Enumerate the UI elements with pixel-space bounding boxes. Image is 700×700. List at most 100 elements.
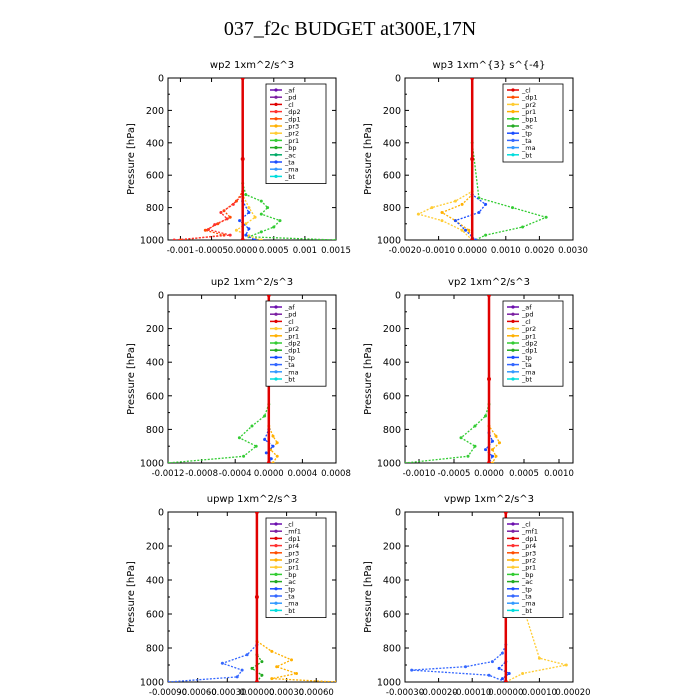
data-point [247, 206, 251, 210]
data-point [494, 434, 498, 438]
series-line [411, 512, 507, 682]
legend-label: _bt [284, 607, 295, 615]
y-tick-label: 600 [383, 171, 401, 182]
legend-label: _dp1 [521, 535, 538, 543]
y-tick-label: 200 [383, 106, 401, 117]
legend-marker [511, 594, 515, 598]
data-point [430, 206, 434, 210]
legend-marker [511, 377, 515, 381]
data-point [244, 193, 248, 197]
legend-label: _pr4 [521, 542, 536, 550]
y-tick-label: 600 [383, 610, 401, 621]
data-point [225, 217, 229, 221]
chart-panel-2: wp3 1xm^{3} s^{-4}02004006008001000-0.00… [363, 60, 588, 256]
legend-marker [511, 363, 515, 367]
legend-marker [274, 529, 278, 533]
x-tick-label: 0.00030 [269, 688, 304, 698]
data-point [470, 157, 475, 161]
data-point [487, 673, 491, 677]
data-point [271, 434, 275, 438]
y-axis-label: Pressure [hPa] [126, 343, 137, 415]
x-tick-label: -0.00020 [419, 688, 457, 698]
data-point [491, 454, 494, 458]
series-line [405, 295, 490, 463]
legend-marker [511, 305, 515, 309]
series-group [168, 295, 279, 463]
data-point [295, 672, 298, 675]
data-point [460, 202, 464, 206]
data-point [474, 238, 478, 240]
x-tick-label: -0.0012 [152, 469, 185, 479]
legend-marker [274, 312, 278, 316]
legend-marker [274, 124, 278, 128]
data-point [459, 436, 463, 440]
y-tick-label: 600 [146, 391, 164, 402]
legend-label: _bt [521, 151, 532, 159]
data-point [490, 660, 494, 664]
legend-marker [274, 327, 278, 331]
y-tick-label: 200 [146, 106, 164, 117]
chart-panel-5: upwp 1xm^2/s^302004006008001000-0.00090-… [126, 494, 337, 698]
data-point [228, 233, 232, 237]
legend-marker [274, 608, 278, 613]
x-tick-label: 0.0000 [228, 246, 258, 256]
y-tick-label: 0 [395, 291, 401, 302]
legend-label: _af [284, 304, 295, 312]
data-point [263, 414, 267, 418]
legend-marker [511, 138, 515, 142]
legend-label: _ma [521, 600, 536, 608]
legend-label: _pr1 [284, 332, 299, 340]
y-axis-label: Pressure [hPa] [363, 561, 374, 633]
data-point [507, 672, 511, 675]
legend-label: _af [284, 87, 295, 95]
series-group [416, 78, 549, 240]
data-point [270, 649, 274, 653]
legend-label: _dp2 [284, 108, 301, 116]
y-axis-label: Pressure [hPa] [126, 561, 137, 633]
data-point [503, 512, 508, 514]
chart-panel-1: wp2 1xm^2/s^3 0 200 400 600 800 1000-0.001 -0.0… [126, 60, 351, 256]
data-point [464, 228, 467, 232]
data-point [278, 219, 282, 223]
y-tick-label: 200 [146, 542, 164, 553]
legend-label: _pr1 [521, 332, 536, 340]
x-tick-label: 0.0010 [544, 469, 574, 479]
legend-label: _bp [284, 571, 297, 579]
series-line [168, 512, 258, 682]
legend-label: _pr3 [284, 549, 299, 557]
data-point [264, 451, 268, 455]
legend-marker [274, 131, 278, 135]
chart-title: vp2 1xm^2/s^3 [448, 277, 530, 288]
y-tick-label: 1000 [140, 459, 164, 470]
data-point [440, 211, 444, 214]
data-point [334, 238, 336, 240]
legend-marker [511, 551, 515, 555]
data-point [491, 448, 494, 452]
data-point [266, 461, 271, 463]
data-point [497, 666, 501, 670]
legend-label: _dp2 [521, 340, 538, 348]
legend-label: _pr2 [284, 557, 299, 565]
legend-marker [274, 95, 278, 99]
legend-label: _dp2 [284, 340, 301, 348]
legend-label: _pr2 [521, 557, 536, 565]
legend-marker [274, 601, 278, 605]
data-point [228, 215, 232, 219]
legend-label: _dp1 [521, 94, 538, 102]
legend-marker [274, 153, 278, 157]
y-tick-label: 400 [146, 358, 164, 369]
data-point [491, 439, 494, 443]
data-point [168, 680, 170, 682]
chart-panel-4: vp2 1xm^2/s^3 0 200 400 600 800 1000-0.0010 -0.… [363, 277, 574, 479]
legend-label: _dp1 [284, 535, 301, 543]
legend-marker [274, 544, 278, 548]
x-tick-label: -0.0008 [185, 469, 218, 479]
legend-label: _bp [521, 571, 534, 579]
data-point [484, 202, 488, 206]
data-point [467, 228, 471, 232]
data-point [253, 215, 257, 219]
x-tick-label: -0.00030 [208, 688, 246, 698]
y-tick-label: 0 [158, 291, 164, 302]
legend-label: _dp1 [284, 347, 301, 355]
